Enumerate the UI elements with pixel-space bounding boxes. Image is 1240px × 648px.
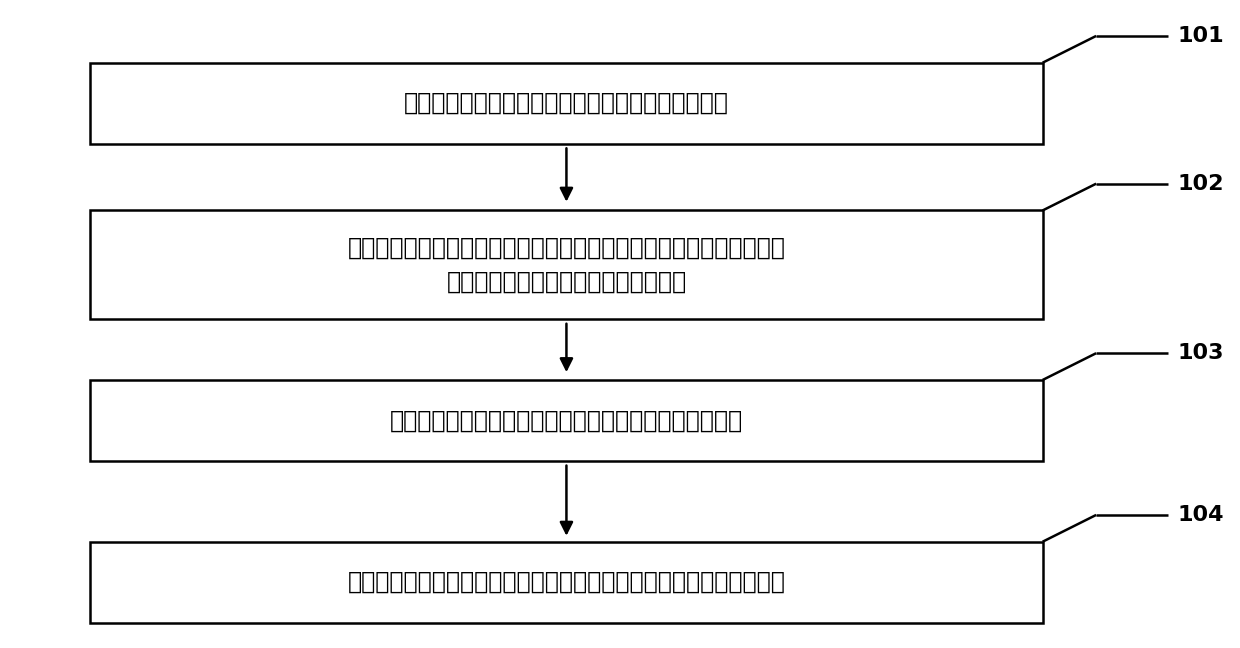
Bar bbox=[91, 542, 1043, 623]
Bar bbox=[91, 63, 1043, 144]
Text: 103: 103 bbox=[1177, 343, 1224, 363]
Text: 地址交换，得到媒体服务器的本地地址: 地址交换，得到媒体服务器的本地地址 bbox=[446, 270, 687, 294]
Text: 104: 104 bbox=[1177, 505, 1224, 525]
Bar bbox=[91, 380, 1043, 461]
Text: 在连通性测试成功时，穿越网络地址转换设备从媒体服务器拉取媒体流: 在连通性测试成功时，穿越网络地址转换设备从媒体服务器拉取媒体流 bbox=[347, 570, 785, 594]
Text: 利用网络地址转换设备的虚假本地地址与第二网络中的媒体服务器进行: 利用网络地址转换设备的虚假本地地址与第二网络中的媒体服务器进行 bbox=[347, 236, 785, 260]
Text: 101: 101 bbox=[1177, 26, 1224, 46]
Text: 根据媒体服务器的本地地址对媒体服务器进行连通性测试: 根据媒体服务器的本地地址对媒体服务器进行连通性测试 bbox=[389, 408, 743, 432]
Text: 102: 102 bbox=[1177, 174, 1224, 194]
Bar bbox=[91, 211, 1043, 319]
Text: 伪造第二网络中的网络地址转换设备的虚假本地地址: 伪造第二网络中的网络地址转换设备的虚假本地地址 bbox=[404, 91, 729, 115]
